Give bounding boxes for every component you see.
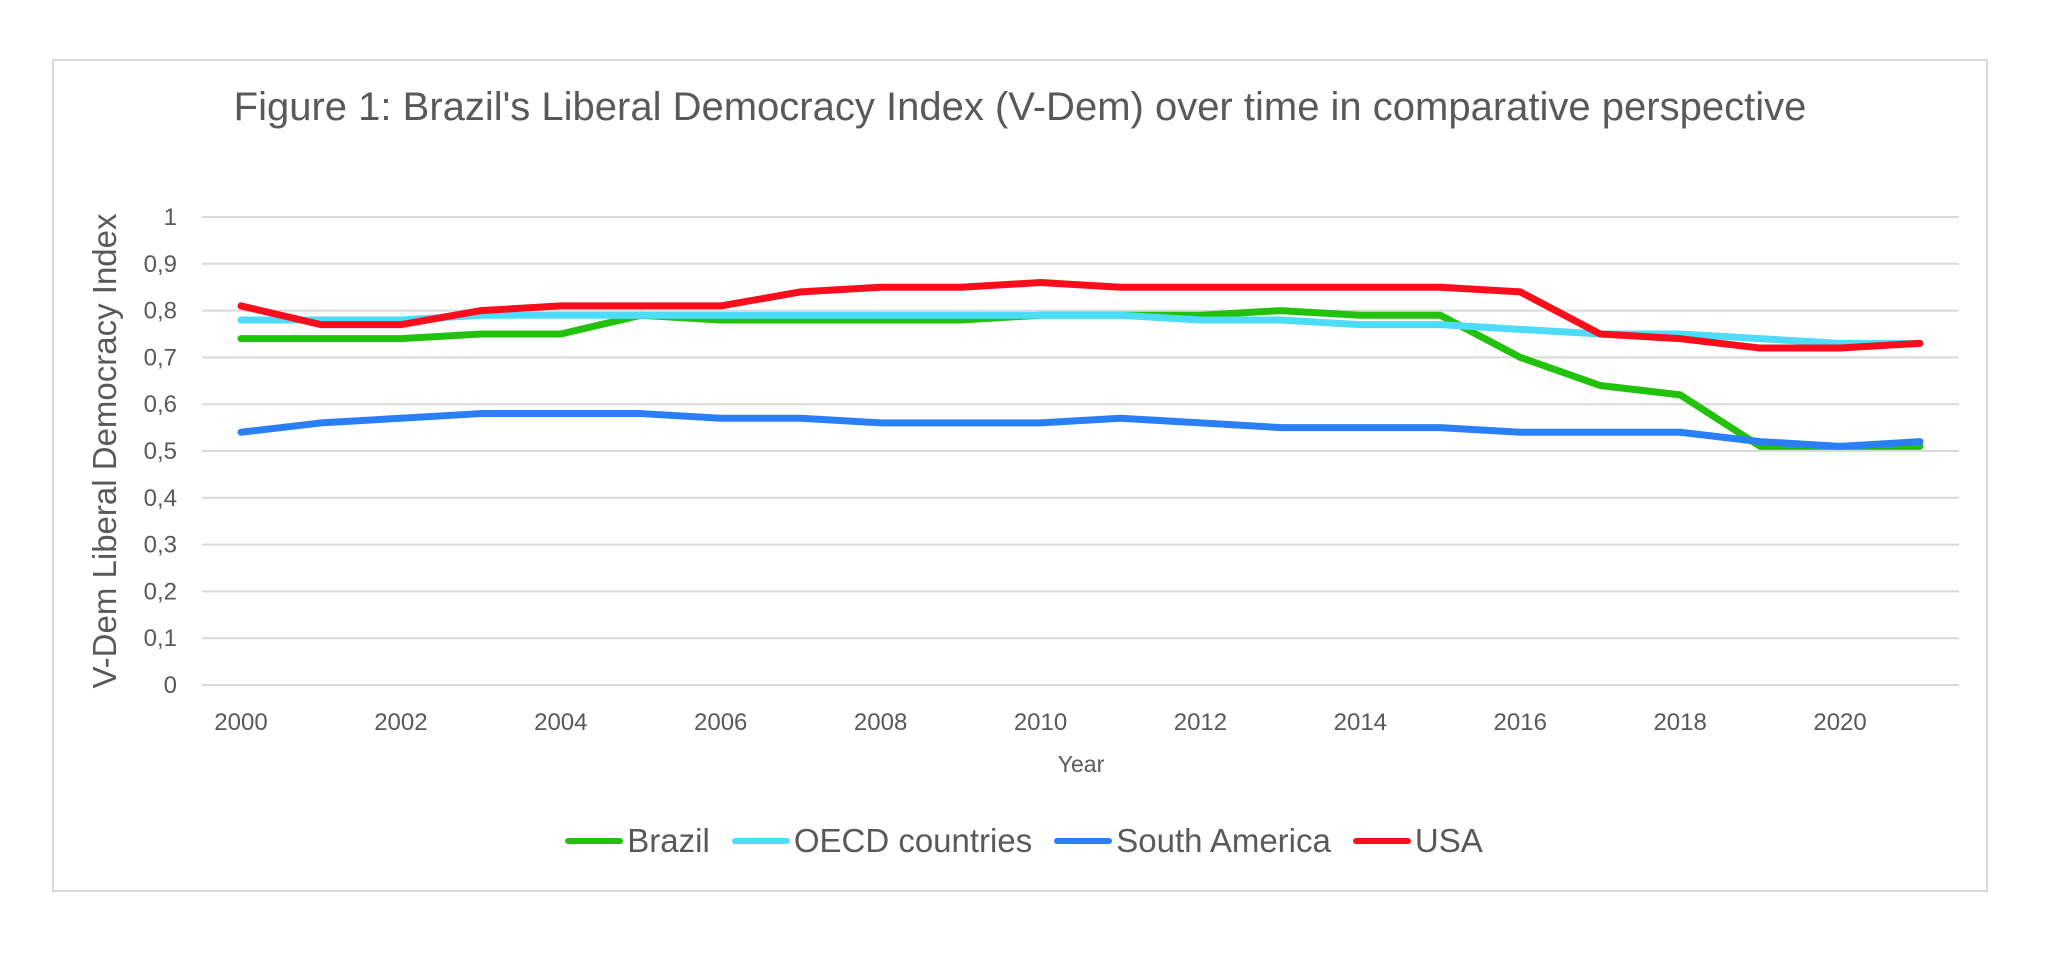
x-tick-label: 2000 bbox=[214, 709, 267, 736]
x-tick-label: 2004 bbox=[534, 709, 587, 736]
y-tick-label: 0,6 bbox=[144, 391, 177, 418]
legend-label: Brazil bbox=[627, 822, 710, 859]
legend-swatch bbox=[731, 838, 790, 844]
legend-item: Brazil bbox=[565, 822, 710, 860]
x-tick-label: 2020 bbox=[1813, 709, 1866, 736]
y-tick-label: 0 bbox=[164, 672, 177, 699]
x-tick-label: 2012 bbox=[1174, 709, 1227, 736]
legend-item: South America bbox=[1054, 822, 1331, 860]
legend-label: South America bbox=[1116, 822, 1331, 859]
legend: Brazil OECD countries South America USA bbox=[0, 822, 2048, 860]
x-axis-label: Year bbox=[1058, 751, 1105, 777]
x-tick-label: 2016 bbox=[1494, 709, 1547, 736]
y-tick-label: 0,3 bbox=[144, 532, 177, 559]
y-tick-label: 0,4 bbox=[144, 485, 177, 512]
x-tick-label: 2002 bbox=[374, 709, 427, 736]
y-axis-label: V-Dem Liberal Democracy Index bbox=[86, 213, 123, 689]
legend-swatch bbox=[565, 838, 624, 844]
legend-swatch bbox=[1352, 838, 1411, 844]
legend-item: OECD countries bbox=[731, 822, 1033, 860]
y-tick-label: 0,2 bbox=[144, 578, 177, 605]
y-tick-label: 0,9 bbox=[144, 251, 177, 278]
legend-label: OECD countries bbox=[793, 822, 1033, 859]
chart-frame bbox=[52, 59, 1988, 892]
y-tick-label: 0,5 bbox=[144, 438, 177, 465]
y-tick-label: 0,7 bbox=[144, 344, 177, 371]
legend-swatch bbox=[1054, 838, 1113, 844]
x-tick-label: 2010 bbox=[1014, 709, 1067, 736]
y-tick-label: 0,8 bbox=[144, 298, 177, 325]
y-tick-label: 1 bbox=[164, 204, 177, 231]
series-line-usa bbox=[237, 279, 1924, 352]
legend-item: USA bbox=[1352, 822, 1483, 860]
y-tick-label: 0,1 bbox=[144, 625, 177, 652]
x-tick-label: 2006 bbox=[694, 709, 747, 736]
x-tick-label: 2018 bbox=[1653, 709, 1706, 736]
chart-title: Figure 1: Brazil's Liberal Democracy Ind… bbox=[233, 85, 1807, 129]
x-tick-label: 2014 bbox=[1334, 709, 1387, 736]
series-line-south-america bbox=[237, 410, 1924, 450]
x-tick-label: 2008 bbox=[854, 709, 907, 736]
legend-label: USA bbox=[1414, 822, 1483, 859]
